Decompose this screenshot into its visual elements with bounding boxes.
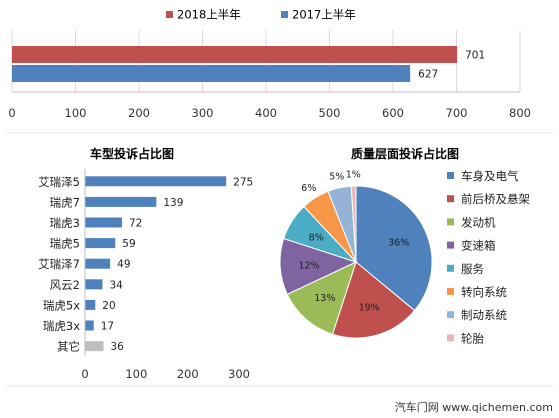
watermark-text: 汽车门网 www.qichemen.com [394,401,553,414]
model-bar [85,341,104,352]
pie-slice-label: 8% [309,232,324,243]
top-bar-value-label: 627 [418,69,438,81]
model-bar [85,258,111,269]
model-category-label: 其它 [57,340,80,354]
model-bar [85,279,103,290]
top-x-tick-label: 500 [319,106,341,120]
top-bar-value-label: 701 [465,50,485,62]
model-bar-value-label: 20 [102,300,115,312]
pie-legend-label: 转向系统 [461,285,507,299]
pie-slice-label: 5% [329,172,344,183]
model-bar-value-label: 49 [117,259,130,271]
pie-legend-label: 服务 [461,262,484,276]
pie-slice-label: 36% [388,237,409,248]
model-category-labels: 艾瑞泽5 瑞虎7 瑞虎3 瑞虎5 艾瑞泽7 风云2 瑞虎5x 瑞虎3x 其它 [38,175,80,354]
site-watermark: 汽车门网 www.qichemen.com [395,399,553,415]
legend-swatch-2018 [166,11,173,18]
pie-legend-swatch [447,172,454,179]
pie-slice-label: 19% [359,303,380,314]
model-category-label: 艾瑞泽7 [38,257,80,271]
legend-label-2017: 2017上半年 [292,8,356,22]
legend-label-2018: 2018上半年 [177,8,241,22]
top-legend: 2018上半年 2017上半年 [166,8,356,22]
model-category-label: 风云2 [50,278,80,292]
model-chart-title: 车型投诉占比图 [90,146,174,161]
model-bar [85,176,227,187]
pie-legend-label: 变速箱 [461,239,496,253]
top-x-ticks: 0 100 200 300 400 500 600 700 800 [8,106,531,120]
top-x-tick-label: 0 [8,106,15,120]
model-category-label: 瑞虎5x [43,298,80,312]
model-category-label: 瑞虎3 [50,216,80,230]
model-bar [85,217,122,228]
model-bar-value-label: 59 [122,238,135,250]
model-category-label: 瑞虎5 [50,237,80,251]
top-x-tick-label: 100 [65,106,87,120]
model-bars: 275 139 72 59 49 34 20 17 36 [85,176,253,353]
pie-legend-swatch [447,218,454,226]
model-bar-value-label: 139 [163,197,183,209]
pie-legend-label: 车身及电气 [461,169,519,183]
pie-legend-label: 发动机 [461,215,496,229]
top-x-tick-label: 700 [446,106,468,120]
pie-legend-swatch [447,241,454,249]
top-x-tick-label: 200 [128,106,150,120]
pie-slice-label: 12% [298,260,319,271]
pie-slice-labels: 36% 19% 13% 12% 8% 6% 5% 1% [298,170,409,314]
model-bar-value-label: 275 [233,176,253,188]
model-complaint-chart: 车型投诉占比图 艾瑞泽5 瑞虎7 瑞虎3 瑞虎5 艾瑞泽7 风云2 瑞虎5x 瑞虎3x 其它 2… [38,146,253,381]
pie-slice-label: 1% [346,170,361,181]
top-x-tick-label: 800 [509,106,531,120]
top-x-tick-label: 300 [192,106,214,120]
pie-slice [355,185,433,312]
pie-legend-swatch [447,334,454,342]
pie-legend-swatch [447,264,454,272]
pie-legend-label: 轮胎 [461,331,484,345]
top-bar-2018 [12,46,458,63]
model-bar-value-label: 72 [129,218,142,230]
pie-legend-swatch [447,195,454,203]
model-bar-value-label: 17 [101,321,114,333]
quality-complaint-chart: 质量层面投诉占比图 36% 19% 13% 12% 8% 6% 5% 1% 车身及电气前后桥及… [279,146,530,345]
pie-slice [331,261,416,339]
model-category-label: 瑞虎7 [50,195,80,209]
model-x-tick-label: 300 [228,367,250,381]
model-category-label: 艾瑞泽5 [38,175,80,189]
pie-legend-swatch [447,288,454,295]
pie-slice-label: 6% [301,183,316,194]
model-bar-value-label: 34 [109,279,123,291]
legend-swatch-2017 [281,11,288,18]
model-x-tick-label: 200 [177,367,199,381]
pie-slices [279,185,433,339]
model-x-tick-label: 0 [81,367,88,381]
pie-legend-label: 制动系统 [461,308,507,322]
model-x-ticks: 0 100 200 300 [81,169,250,381]
pie-chart-title: 质量层面投诉占比图 [351,146,459,161]
model-bar [85,299,96,310]
model-bar-value-label: 36 [110,341,124,353]
pie-legend-swatch [447,311,454,319]
model-x-tick-label: 100 [125,367,147,381]
pie-slice [350,185,357,263]
pie-slice-label: 13% [314,293,335,304]
top-x-tick-label: 600 [382,106,404,120]
top-chart: 2018上半年 2017上半年 0 100 200 300 400 500 600 700 80… [8,8,531,121]
model-category-label: 瑞虎3x [43,319,80,333]
model-bar [85,320,94,331]
top-bars: 701 627 [12,46,485,82]
model-bar [85,196,157,207]
pie-legend-label: 前后桥及悬架 [461,192,530,206]
pie-slice [286,261,357,335]
model-bar [85,238,116,249]
top-bar-2017 [12,65,411,82]
top-x-tick-label: 400 [255,106,277,120]
